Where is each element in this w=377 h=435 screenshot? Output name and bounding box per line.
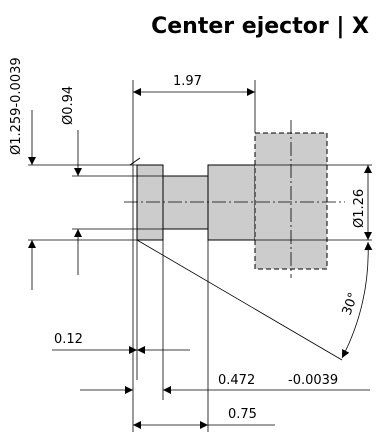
dim-text-shoulder: 0.472 — [218, 373, 255, 388]
dim-text-length-bottom: 0.75 — [228, 407, 257, 422]
collar-flange — [136, 164, 164, 241]
dim-text-collar: 0.12 — [54, 332, 83, 347]
shoulder — [207, 164, 256, 241]
angle-line — [136, 239, 343, 361]
dim-text-dia-head: Ø1.26 — [352, 189, 367, 228]
chamfer-line — [129, 157, 141, 166]
ejector-part — [136, 132, 328, 270]
dim-text-angle: 30° — [340, 291, 362, 318]
extension-lines — [28, 80, 372, 432]
dim-text-dia-range: Ø1.259-0.0039 — [9, 57, 24, 155]
shaft — [162, 175, 209, 230]
angle-arc — [341, 241, 373, 359]
dim-text-dia-small: Ø0.94 — [61, 86, 76, 125]
dimension-lines — [28, 88, 373, 429]
drawing-title: Center ejector | X — [151, 14, 369, 39]
dim-text-shoulder-tol: -0.0039 — [288, 373, 338, 388]
dim-text-length-top: 1.97 — [173, 74, 202, 89]
